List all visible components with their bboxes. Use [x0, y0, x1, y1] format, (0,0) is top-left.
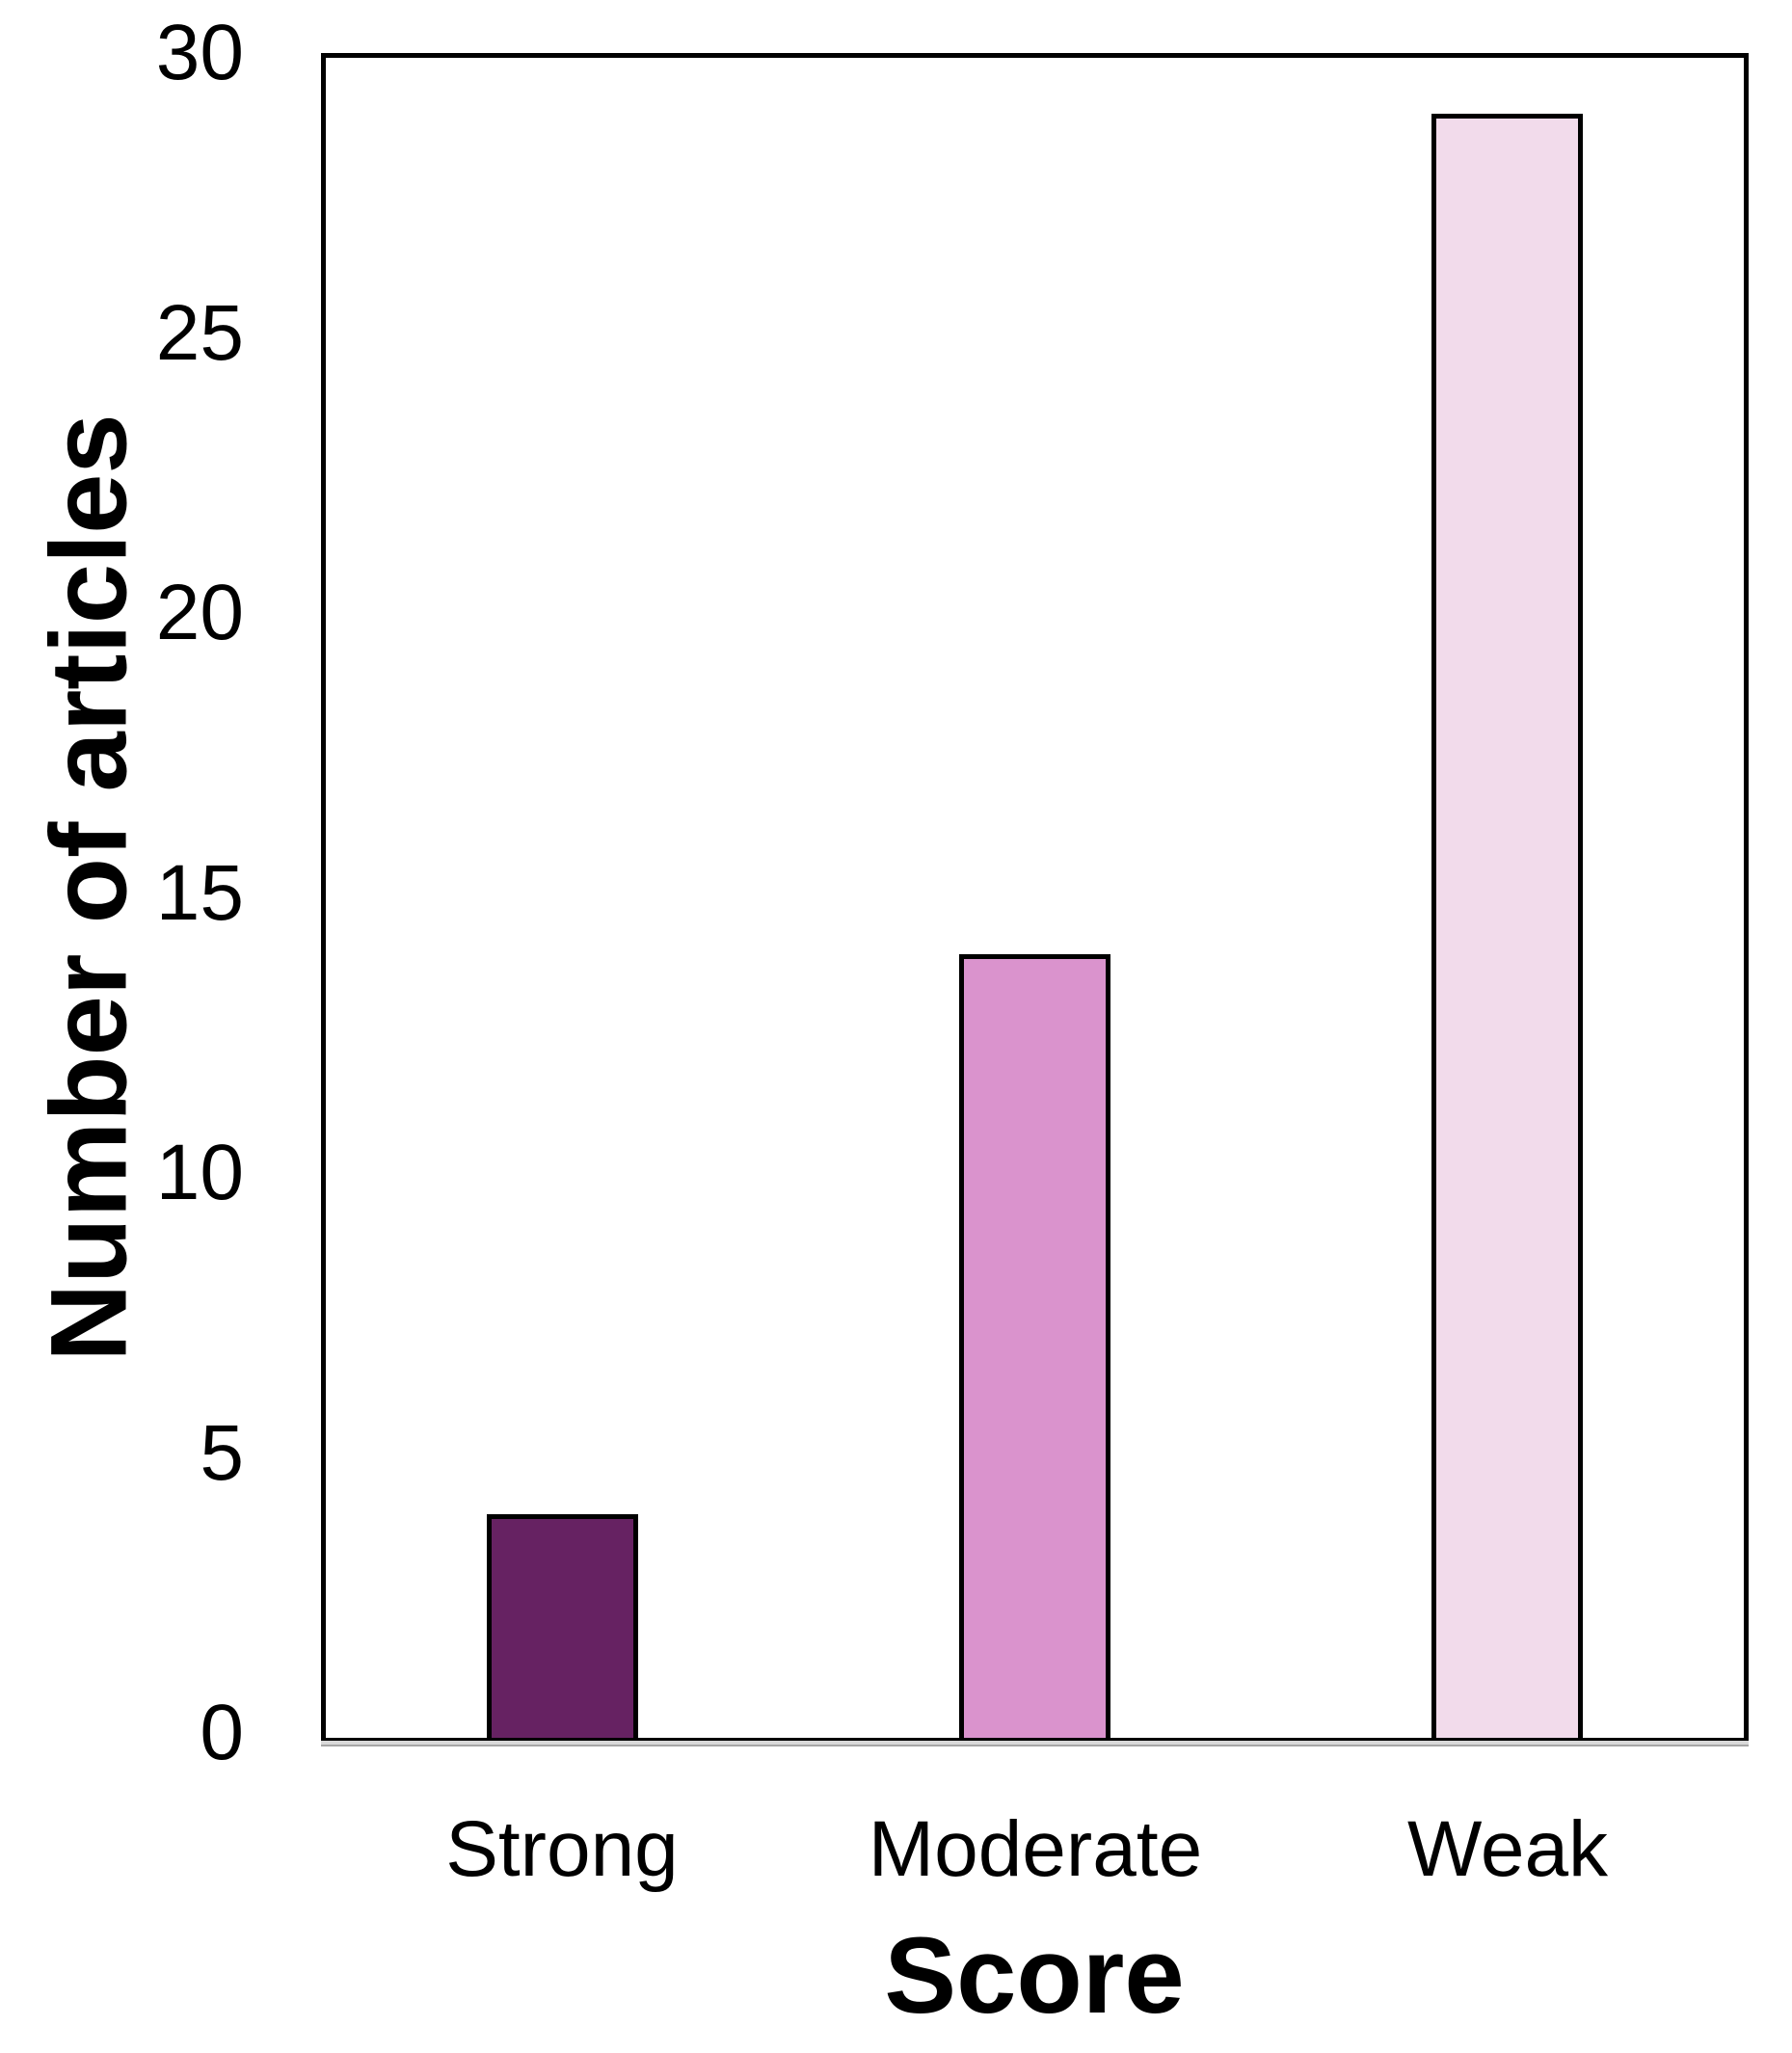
y-tick-label-15: 15: [155, 848, 244, 937]
bar-moderate: [959, 954, 1110, 1738]
y-tick-label-10: 10: [155, 1129, 244, 1216]
y-tick-label-5: 5: [200, 1408, 244, 1497]
bar-strong: [487, 1514, 638, 1738]
x-axis-title: Score: [884, 1915, 1185, 2036]
bar-weak: [1431, 114, 1583, 1738]
x-axis-line: [321, 1738, 1749, 1746]
bars-container: [326, 58, 1744, 1738]
y-tick-label-25: 25: [155, 288, 244, 377]
x-tick-label-weak: Weak: [1406, 1805, 1609, 1893]
y-tick-label-0: 0: [200, 1689, 244, 1776]
y-tick-label-30: 30: [155, 9, 244, 96]
plot-area: [321, 53, 1749, 1746]
x-tick-label-moderate: Moderate: [868, 1805, 1203, 1893]
y-tick-label-20: 20: [155, 569, 244, 656]
y-tick-labels: 0 5 10 15 20 25 30: [0, 0, 244, 2053]
x-tick-label-strong: Strong: [445, 1805, 679, 1893]
